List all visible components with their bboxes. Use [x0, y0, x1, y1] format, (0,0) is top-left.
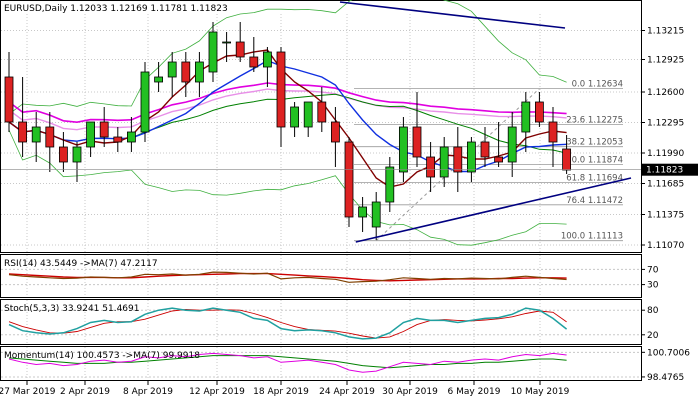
panel-tick-label: 98.4765 — [647, 373, 684, 383]
bear-candle — [249, 56, 259, 68]
bull-candle — [208, 31, 218, 73]
momentum-header: Momentum(14) 100.4573 ->MA(7) 99.9918 — [4, 351, 200, 361]
bull-candle — [398, 126, 408, 173]
bear-candle — [59, 146, 68, 163]
panel-tick-label: 100.7006 — [647, 348, 690, 358]
main-header: EURUSD,Daily 1.12033 1.12169 1.11781 1.1… — [4, 4, 228, 14]
bull-candle — [31, 126, 41, 143]
y-tick-label: 1.12925 — [647, 56, 684, 66]
current-price-label: 1.11823 — [646, 166, 683, 176]
fib-level-label: 0.0 1.12634 — [572, 80, 623, 90]
bear-candle — [412, 126, 422, 158]
bear-candle — [99, 121, 109, 138]
bull-candle — [86, 121, 95, 148]
bear-candle — [45, 126, 55, 148]
panel-tick-label: 80 — [647, 306, 659, 316]
bear-candle — [480, 141, 490, 158]
bear-candle — [426, 156, 436, 178]
bull-candle — [385, 166, 395, 203]
bear-candle — [113, 136, 123, 143]
bull-candle — [290, 106, 300, 128]
bollinger-upper — [8, 0, 567, 115]
bull-candle — [358, 206, 368, 218]
bull-candle — [127, 131, 136, 143]
bear-candle — [548, 121, 558, 143]
x-tick-label: 2 Apr 2019 — [60, 387, 110, 397]
stoch-panel — [0, 299, 642, 345]
main-price-panel — [0, 0, 642, 253]
x-tick-label: 30 Apr 2019 — [382, 387, 438, 397]
bear-candle — [4, 76, 14, 123]
y-tick-label: 1.13215 — [647, 27, 684, 37]
bear-candle — [276, 51, 286, 128]
fib-level-label: 23.6 1.12275 — [566, 116, 623, 126]
bull-candle — [466, 141, 476, 173]
rsi-panel — [0, 254, 642, 298]
rsi-line — [8, 271, 567, 283]
bear-candle — [235, 41, 245, 58]
resistance-trendline — [339, 1, 566, 29]
x-tick-label: 24 Apr 2019 — [319, 387, 375, 397]
bear-candle — [535, 101, 544, 123]
bear-candle — [562, 148, 571, 171]
bear-candle — [317, 101, 327, 123]
bull-candle — [154, 76, 164, 83]
stoch-k-line — [8, 307, 568, 340]
bear-candle — [494, 156, 504, 163]
y-tick-label: 1.12295 — [647, 119, 684, 129]
rsi-header: RSI(14) 43.5449 ->MA(7) 47.2117 — [4, 259, 158, 269]
bull-candle — [303, 101, 313, 128]
bull-candle — [521, 101, 531, 133]
momentum-panel — [0, 346, 642, 381]
fib-diagonal — [375, 88, 540, 242]
x-tick-label: 10 May 2019 — [511, 387, 570, 397]
bull-candle — [507, 126, 517, 163]
bull-candle — [167, 61, 177, 78]
bear-candle — [344, 141, 354, 218]
bull-candle — [140, 71, 150, 133]
bull-candle — [439, 146, 449, 178]
y-tick-label: 1.11375 — [647, 211, 684, 221]
bear-candle — [181, 61, 191, 83]
momentum-ma-line — [8, 355, 567, 369]
fib-level-label: 100.0 1.11113 — [561, 232, 623, 242]
x-tick-label: 6 May 2019 — [448, 387, 501, 397]
y-tick-label: 1.12600 — [647, 88, 684, 98]
bull-candle — [222, 41, 232, 44]
panel-tick-label: 70 — [647, 265, 659, 275]
bear-candle — [330, 121, 340, 143]
bull-candle — [262, 51, 272, 68]
bollinger-lower — [8, 129, 567, 246]
panel-tick-label: 20 — [647, 331, 659, 341]
fib-level-label: 76.4 1.11472 — [566, 196, 623, 206]
fib-level-label: 61.8 1.11694 — [566, 174, 623, 184]
y-tick-label: 1.11685 — [647, 180, 684, 190]
sub-indicator-layer: 70 30 80 20 100.7006 98.4765 — [1, 265, 690, 383]
current-price-box — [642, 163, 698, 176]
momentum-line — [8, 352, 567, 373]
x-tick-label: 8 Apr 2019 — [123, 387, 173, 397]
support-trendline — [355, 177, 632, 243]
y-tick-label: 1.11990 — [647, 149, 684, 159]
bull-candle — [194, 61, 204, 83]
x-tick-label: 18 Apr 2019 — [253, 387, 309, 397]
panel-tick-label: 30 — [647, 281, 659, 291]
y-tick-label: 1.11070 — [647, 241, 684, 251]
bull-candle — [72, 146, 82, 163]
x-tick-label: 27 Mar 2019 — [0, 387, 56, 397]
fib-level-label: 38.2 1.12053 — [566, 138, 623, 148]
x-tick-label: 12 Apr 2019 — [189, 387, 245, 397]
fib-level-label: 50.0 1.11874 — [566, 156, 623, 166]
axis-labels-layer: 1.13215 1.12925 1.12600 1.12295 1.11990 1.116… — [0, 27, 698, 397]
stoch-header: Stoch(5,3,3) 33.9241 51.4691 — [4, 304, 139, 314]
bull-candle — [371, 201, 381, 228]
bear-candle — [453, 146, 463, 173]
candles-layer — [4, 22, 571, 240]
ma-magenta-line — [8, 82, 567, 124]
fibonacci-layer: 0.0 1.12634 23.6 1.12275 38.2 1.12053 50.0 … — [354, 80, 623, 242]
bear-candle — [18, 121, 28, 143]
trendline-layer — [339, 1, 632, 243]
